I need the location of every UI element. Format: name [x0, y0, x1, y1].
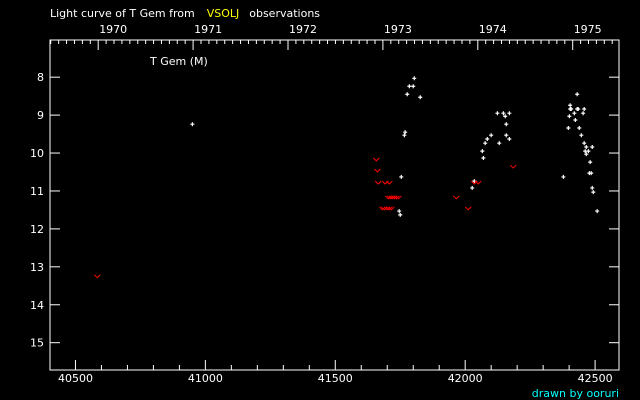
visual-observation-point [504, 133, 509, 138]
y-tick-label: 13 [30, 261, 44, 274]
visual-observation-point [407, 84, 412, 89]
visual-observation-point [590, 185, 595, 190]
visual-observation-point [398, 212, 403, 217]
visual-observation-point [190, 122, 195, 127]
visual-observation-point [579, 133, 584, 138]
visual-observation-point [576, 107, 581, 112]
visual-observation-point [581, 111, 586, 116]
fainter-than-point [464, 206, 472, 211]
x-tick-label: 41000 [188, 372, 223, 385]
chart-title-prefix: Light curve of T Gem from [50, 7, 195, 20]
x-tick-label: 40500 [58, 372, 93, 385]
visual-observation-point [402, 133, 407, 138]
year-tick-label: 1973 [384, 23, 412, 36]
fainter-than-point [385, 206, 393, 211]
visual-observation-point [577, 126, 582, 130]
fainter-than-point [374, 180, 382, 185]
series-label: T Gem (M) [149, 55, 208, 68]
plot-frame [49, 39, 620, 371]
visual-observation-point [497, 141, 502, 146]
visual-observation-point [572, 111, 577, 116]
chart-title-source: VSOLJ [207, 7, 240, 20]
fainter-than-point [395, 195, 402, 200]
visual-observation-point [590, 144, 595, 149]
fainter-than-point [388, 206, 395, 211]
visual-observation-point [399, 174, 404, 179]
fainter-than-point [381, 206, 388, 211]
year-tick-label: 1974 [479, 23, 507, 36]
visual-observation-point [582, 141, 587, 146]
visual-observation-point [489, 133, 494, 138]
x-tick-label: 41500 [318, 372, 353, 385]
visual-observation-point [568, 103, 573, 108]
visual-observation-point [584, 144, 589, 149]
visual-observation-point [504, 122, 509, 127]
fainter-than-point [372, 157, 380, 162]
visual-observation-point [483, 141, 488, 146]
year-tick-label: 1970 [99, 23, 127, 36]
visual-observation-point [507, 137, 512, 141]
visual-observation-point [480, 149, 485, 154]
y-tick-label: 14 [30, 299, 44, 312]
visual-observation-point [591, 190, 596, 195]
visual-observation-point [595, 209, 600, 214]
visual-observation-point [588, 160, 593, 165]
visual-observation-point [589, 171, 594, 176]
fainter-than-point [474, 180, 482, 185]
visual-observation-point [403, 130, 408, 135]
year-tick-label: 1972 [289, 23, 317, 36]
visual-observation-point [501, 111, 506, 116]
visual-observation-point [481, 155, 486, 160]
visual-observation-point [586, 149, 591, 154]
visual-observation-point [573, 118, 578, 123]
visual-observation-point [566, 126, 571, 130]
visual-observation-point [470, 185, 475, 190]
fainter-than-point [453, 195, 460, 200]
visual-observation-point [405, 92, 410, 97]
visual-observation-point [503, 114, 508, 119]
y-tick-label: 10 [30, 147, 44, 160]
visual-observation-point [411, 84, 416, 89]
fainter-than-point [392, 195, 400, 200]
visual-observation-point [485, 137, 490, 141]
year-tick-label: 1971 [194, 23, 222, 36]
fainter-than-point [378, 206, 386, 211]
chart-title-suffix: observations [249, 7, 320, 20]
visual-observation-point [397, 209, 402, 214]
y-tick-label: 8 [37, 71, 44, 84]
visual-observation-point [575, 92, 580, 97]
visual-observation-point [495, 111, 500, 116]
fainter-than-point [385, 180, 393, 185]
credit-text: drawn by ooruri [532, 387, 619, 400]
visual-observation-point [412, 76, 417, 81]
x-tick-label: 42000 [448, 372, 483, 385]
y-tick-label: 12 [30, 223, 44, 236]
y-tick-label: 11 [30, 185, 44, 198]
visual-observation-point [582, 107, 587, 112]
fainter-than-point [93, 274, 101, 279]
visual-observation-point [569, 107, 574, 112]
visual-observation-point [507, 111, 512, 116]
fainter-than-point [374, 168, 381, 173]
x-tick-label: 42500 [578, 372, 613, 385]
visual-observation-point [584, 152, 589, 157]
y-tick-label: 15 [30, 337, 44, 350]
y-tick-label: 9 [37, 109, 44, 122]
year-tick-label: 1975 [574, 23, 602, 36]
visual-observation-point [561, 174, 566, 179]
visual-observation-point [418, 95, 423, 100]
fainter-than-point [509, 164, 517, 169]
visual-observation-point [567, 114, 572, 119]
